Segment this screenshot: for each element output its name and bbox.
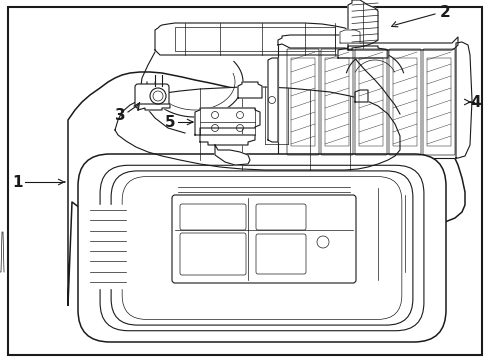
Polygon shape — [215, 145, 250, 165]
Text: 4: 4 — [471, 95, 481, 109]
Polygon shape — [340, 30, 360, 43]
Polygon shape — [195, 108, 260, 135]
Polygon shape — [238, 82, 262, 98]
Text: 1: 1 — [13, 175, 23, 189]
Polygon shape — [268, 58, 278, 142]
Polygon shape — [115, 87, 400, 170]
Polygon shape — [456, 42, 472, 158]
Polygon shape — [200, 135, 255, 145]
Text: 5: 5 — [165, 114, 175, 130]
FancyBboxPatch shape — [78, 154, 446, 342]
Polygon shape — [338, 46, 388, 58]
FancyBboxPatch shape — [278, 43, 456, 158]
Polygon shape — [348, 0, 378, 50]
Polygon shape — [155, 23, 350, 55]
Polygon shape — [355, 90, 368, 102]
FancyBboxPatch shape — [135, 84, 169, 108]
Polygon shape — [278, 35, 458, 50]
Polygon shape — [138, 104, 170, 110]
Text: 2: 2 — [440, 5, 450, 19]
Polygon shape — [68, 72, 465, 305]
Text: 3: 3 — [115, 108, 125, 122]
Polygon shape — [88, 205, 128, 288]
